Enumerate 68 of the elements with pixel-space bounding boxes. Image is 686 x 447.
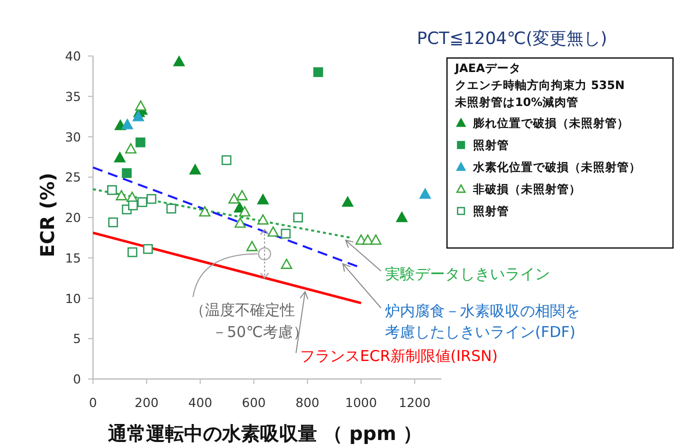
- point: [246, 240, 258, 252]
- point: [122, 168, 132, 178]
- point: [342, 196, 354, 207]
- x-tick-label: 400: [188, 395, 212, 410]
- text: PCT≦1204℃(変更無し): [416, 29, 608, 49]
- legend-title: JAEAデータ: [454, 61, 521, 75]
- point: [257, 214, 269, 225]
- text: クエンチ時軸方向拘束力 535N: [455, 78, 625, 92]
- y-tick-label: 5: [73, 331, 81, 346]
- text: 炉内腐食－水素吸収の相関を考慮したしきいライン(FDF): [385, 302, 580, 341]
- point: [146, 194, 156, 204]
- y-tick-label: 0: [73, 372, 82, 386]
- point: [143, 244, 153, 254]
- y-tick-label: 25: [65, 170, 81, 185]
- point: [236, 190, 248, 200]
- point: [114, 152, 126, 162]
- x-tick-label: 600: [242, 395, 266, 410]
- point: [370, 234, 382, 245]
- x-tick-label: 1200: [398, 395, 431, 410]
- text: 実験データしきいライン: [385, 265, 550, 283]
- text: フランスECR新制限値(IRSN): [300, 347, 498, 365]
- y-tick-label: 15: [65, 250, 81, 266]
- point: [128, 200, 138, 210]
- point: [362, 234, 374, 245]
- point: [293, 212, 303, 222]
- point: [199, 206, 210, 216]
- point: [313, 67, 324, 78]
- point: [116, 190, 128, 200]
- point: [257, 194, 269, 204]
- y-axis-title: ECR (%): [37, 172, 59, 258]
- point: [280, 258, 292, 269]
- point: [135, 100, 146, 111]
- legend-label: 水素化位置で破損（未照射管）: [472, 160, 641, 174]
- point: [222, 155, 232, 166]
- y-tick-label: 35: [65, 88, 81, 104]
- x-tick-label: 800: [296, 395, 320, 410]
- x-tick-label: 0: [89, 395, 98, 410]
- y-tick-label: 30: [65, 129, 82, 144]
- text: 未照射管は10%減肉管: [454, 95, 579, 109]
- point: [419, 188, 431, 199]
- point: [136, 138, 146, 148]
- legend-label: 照射管: [473, 204, 509, 218]
- y-tick-label: 10: [65, 290, 82, 306]
- point: [189, 164, 201, 175]
- x-axis-title: 通常運転中の水素吸収量 （ ppm ）: [107, 423, 422, 445]
- legend-label: 照射管: [473, 138, 509, 152]
- point: [239, 206, 250, 216]
- point: [228, 193, 240, 204]
- point: [107, 185, 117, 195]
- legend-label: 非破損（未照射管）: [472, 182, 581, 196]
- legend-label: 膨れ位置で破損（未照射管）: [472, 116, 629, 130]
- point: [132, 110, 144, 122]
- point: [396, 212, 408, 222]
- y-tick-label: 40: [65, 48, 82, 64]
- point: [173, 56, 185, 66]
- point: [234, 218, 246, 228]
- point: [128, 247, 138, 258]
- x-tick-label: 200: [134, 395, 159, 410]
- point: [108, 217, 118, 228]
- point: [125, 143, 136, 154]
- x-tick-label: 1000: [345, 395, 378, 410]
- point: [122, 118, 133, 130]
- point: [166, 204, 176, 214]
- point: [280, 228, 291, 239]
- point: [137, 197, 148, 208]
- annotation: （温度不確定性－50℃考慮）: [190, 301, 308, 341]
- point: [268, 226, 279, 237]
- y-tick-label: 20: [65, 210, 82, 225]
